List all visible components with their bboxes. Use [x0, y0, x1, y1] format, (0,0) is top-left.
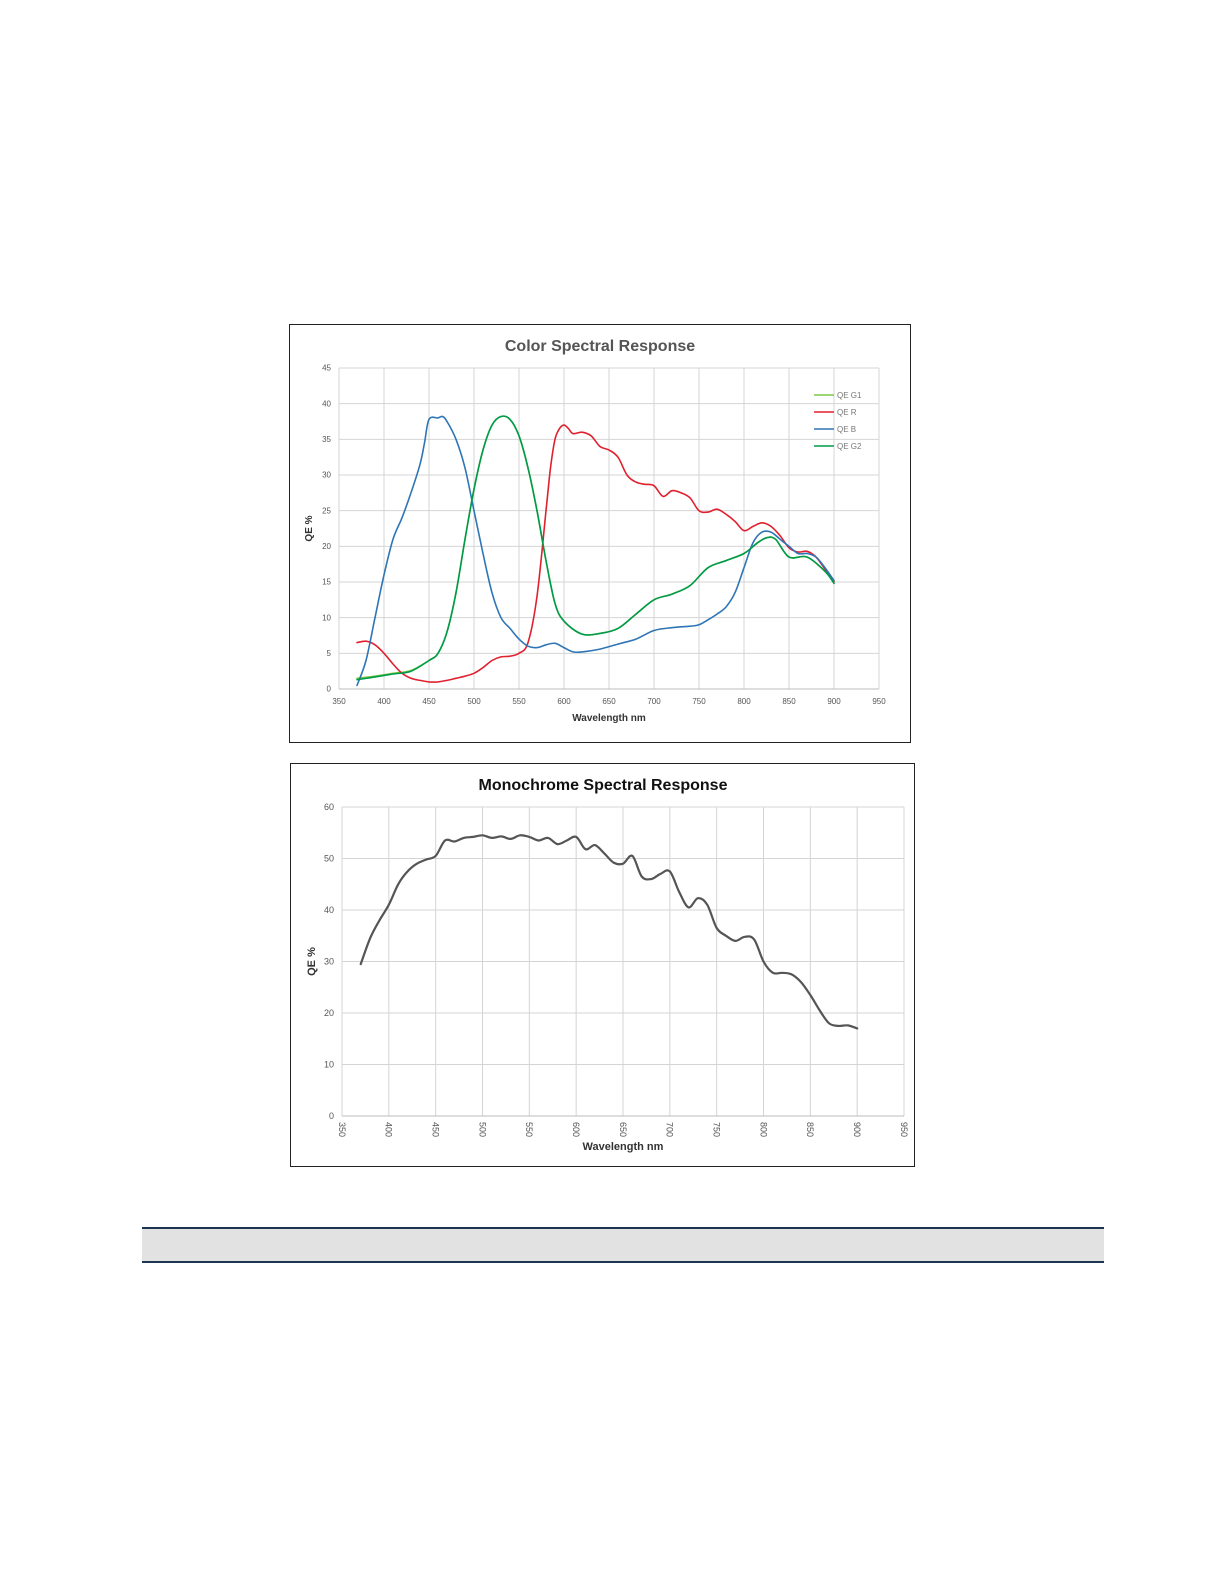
color-chart-y-tick-label: 35	[322, 435, 331, 444]
mono-chart-title: Monochrome Spectral Response	[479, 777, 728, 794]
color-chart-legend-label: QE R	[837, 408, 857, 417]
color-chart-x-tick-label: 400	[377, 697, 391, 706]
mono-chart-y-tick-label: 60	[324, 802, 334, 812]
color-chart-legend-label: QE B	[837, 425, 856, 434]
color-chart-x-tick-label: 450	[422, 697, 436, 706]
color-chart-series-line-qe-g2	[356, 415, 835, 681]
color-chart-y-tick-label: 0	[327, 685, 332, 694]
mono-chart-y-tick-label: 10	[324, 1060, 334, 1070]
color-chart-title: Color Spectral Response	[505, 338, 695, 355]
color-chart-svg: 0 5 10 15 20 25 30 35 40 45 350 400 450 500 550 600 650 7…	[304, 338, 886, 724]
section-divider-bar	[142, 1227, 1104, 1263]
mono-chart-x-tick-label: 850	[805, 1122, 815, 1137]
color-chart-x-tick-label: 850	[782, 697, 796, 706]
color-chart-y-tick-label: 10	[322, 613, 331, 622]
color-spectral-response-chart: 0 5 10 15 20 25 30 35 40 45 350 400 450 500 550 600 650 7…	[289, 324, 911, 743]
color-chart-y-tick-label: 25	[322, 506, 331, 515]
mono-chart-x-tick-label: 550	[524, 1122, 534, 1137]
mono-chart-y-tick-label: 30	[324, 957, 334, 967]
color-chart-y-tick-label: 5	[327, 649, 332, 658]
mono-chart-y-tick-label: 50	[324, 854, 334, 864]
mono-chart-y-axis-label: QE %	[306, 947, 318, 976]
color-chart-series-line-qe-b	[356, 415, 835, 687]
mono-chart-x-tick-label: 950	[899, 1122, 909, 1137]
color-chart-legend-label: QE G2	[837, 442, 862, 451]
color-chart-x-tick-label: 750	[692, 697, 706, 706]
mono-chart-x-tick-label: 900	[852, 1122, 862, 1137]
color-chart-x-tick-label: 550	[512, 697, 526, 706]
color-chart-x-tick-label: 950	[872, 697, 886, 706]
mono-chart-series-line	[359, 834, 859, 1030]
mono-chart-svg: 0 10 20 30 40 50 60 350 400 450 500 550 600 650 700 750…	[306, 777, 909, 1153]
color-chart-series-line-qe-r	[356, 424, 835, 683]
color-chart-x-tick-label: 800	[737, 697, 751, 706]
color-chart-x-tick-label: 650	[602, 697, 616, 706]
monochrome-spectral-response-chart: 0 10 20 30 40 50 60 350 400 450 500 550 600 650 700 750…	[290, 763, 915, 1167]
color-chart-legend-label: QE G1	[837, 391, 862, 400]
mono-chart-x-tick-label: 400	[384, 1122, 394, 1137]
color-chart-x-axis-label: Wavelength nm	[572, 713, 646, 724]
color-chart-y-tick-label: 20	[322, 542, 331, 551]
color-chart-x-tick-label: 900	[827, 697, 841, 706]
color-chart-y-axis-label: QE %	[304, 515, 315, 541]
mono-chart-x-axis-label: Wavelength nm	[583, 1141, 664, 1153]
mono-chart-x-tick-label: 450	[431, 1122, 441, 1137]
mono-chart-x-tick-label: 600	[571, 1122, 581, 1137]
mono-chart-x-tick-label: 750	[712, 1122, 722, 1137]
mono-chart-x-tick-label: 500	[477, 1122, 487, 1137]
mono-chart-x-tick-label: 350	[337, 1122, 347, 1137]
color-chart-x-tick-label: 700	[647, 697, 661, 706]
color-chart-y-tick-label: 30	[322, 471, 331, 480]
color-chart-x-tick-label: 350	[332, 697, 346, 706]
mono-chart-y-tick-label: 20	[324, 1008, 334, 1018]
mono-chart-x-tick-label: 800	[758, 1122, 768, 1137]
color-chart-x-tick-label: 600	[557, 697, 571, 706]
mono-chart-x-tick-label: 650	[618, 1122, 628, 1137]
mono-chart-y-tick-label: 0	[329, 1111, 334, 1121]
color-chart-y-tick-label: 15	[322, 578, 331, 587]
color-chart-y-tick-label: 45	[322, 364, 331, 373]
mono-chart-x-tick-label: 700	[665, 1122, 675, 1137]
color-chart-x-tick-label: 500	[467, 697, 481, 706]
color-chart-y-tick-label: 40	[322, 399, 331, 408]
mono-chart-y-tick-label: 40	[324, 905, 334, 915]
